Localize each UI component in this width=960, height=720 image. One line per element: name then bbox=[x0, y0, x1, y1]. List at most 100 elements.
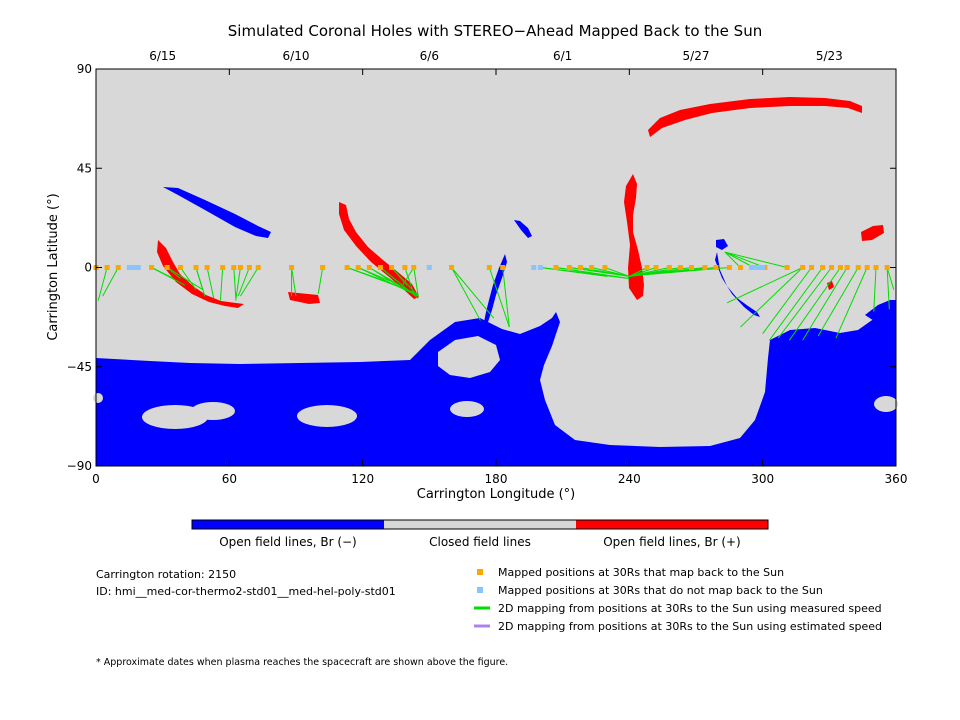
tilted-filament-positive bbox=[339, 202, 419, 299]
mapping-line bbox=[768, 267, 824, 341]
x-tick-label: 60 bbox=[222, 472, 237, 486]
mapped-marker bbox=[320, 265, 326, 270]
y-tick-label: 0 bbox=[84, 261, 92, 275]
mapping-line bbox=[369, 267, 401, 288]
mapping-line bbox=[291, 267, 297, 297]
mapped-marker bbox=[246, 265, 252, 270]
mapped-marker bbox=[809, 265, 815, 270]
legend-swatch bbox=[477, 587, 483, 593]
mapped-marker bbox=[577, 265, 583, 270]
mapped-markers bbox=[93, 265, 890, 270]
chart-title: Simulated Coronal Holes with STEREO−Ahea… bbox=[228, 22, 762, 40]
central-filament-positive bbox=[624, 174, 644, 300]
axes: 0 60 120 180 240 300 360 90 45 0 −45 −90 bbox=[67, 62, 908, 486]
mapping-line bbox=[451, 267, 481, 321]
mapped-marker bbox=[486, 265, 492, 270]
mapped-marker bbox=[820, 265, 826, 270]
mapped-marker bbox=[884, 265, 890, 270]
mapped-marker bbox=[566, 265, 572, 270]
mapping-line bbox=[97, 267, 108, 301]
mapping-line bbox=[788, 267, 841, 341]
mapping-line bbox=[102, 267, 119, 297]
mapped-marker bbox=[237, 265, 243, 270]
mapped-marker bbox=[864, 265, 870, 270]
mapped-marker bbox=[837, 265, 843, 270]
eastern-patch-positive bbox=[861, 225, 884, 241]
mapping-line bbox=[380, 267, 406, 288]
y-tick-label: −90 bbox=[67, 459, 92, 473]
x-tick-label: 300 bbox=[751, 472, 774, 486]
model-id: ID: hmi__med-cor-thermo2-std01__med-hel-… bbox=[96, 585, 396, 598]
island-5 bbox=[874, 396, 898, 412]
mapped-marker bbox=[500, 265, 506, 270]
mapping-line bbox=[166, 267, 203, 290]
mapping-line bbox=[206, 267, 215, 299]
mapping-line bbox=[233, 267, 237, 301]
date-tick-label: 6/6 bbox=[420, 49, 439, 63]
mapping-line bbox=[835, 267, 868, 339]
mapped-marker bbox=[164, 265, 170, 270]
mapped-marker bbox=[737, 265, 743, 270]
mapped-marker bbox=[449, 265, 455, 270]
mapped-marker bbox=[220, 265, 226, 270]
unmapped-marker bbox=[531, 265, 537, 270]
mapping-line bbox=[726, 267, 803, 304]
mapping-line bbox=[886, 267, 895, 290]
open-negative-regions bbox=[96, 187, 896, 466]
colorbar-closed bbox=[384, 520, 576, 529]
unmapped-marker bbox=[751, 265, 757, 270]
mapping-line bbox=[317, 267, 324, 295]
y-axis-label: Carrington Latitude (°) bbox=[46, 193, 61, 340]
mapping-line bbox=[413, 267, 419, 297]
mapped-marker bbox=[149, 265, 155, 270]
mapped-marker bbox=[602, 265, 608, 270]
island-4 bbox=[450, 401, 484, 417]
mapping-line bbox=[402, 267, 415, 286]
equatorial-filament-negative bbox=[484, 254, 507, 322]
date-tick-label: 6/15 bbox=[149, 49, 176, 63]
mapped-marker bbox=[644, 265, 650, 270]
date-tick-label: 6/10 bbox=[283, 49, 310, 63]
colorbar-right-label: Open field lines, Br (+) bbox=[603, 535, 741, 549]
x-tick-label: 0 bbox=[92, 472, 100, 486]
y-tick-label: −45 bbox=[67, 360, 92, 374]
mapping-line bbox=[451, 267, 495, 319]
mapping-lines bbox=[95, 251, 895, 341]
colorbar-left-label: Open field lines, Br (−) bbox=[219, 535, 357, 549]
x-tick-label: 240 bbox=[618, 472, 641, 486]
colorbar-frame bbox=[191, 519, 769, 530]
mapped-marker bbox=[377, 265, 383, 270]
mapped-marker bbox=[204, 265, 210, 270]
island-6 bbox=[93, 393, 103, 403]
legend-label: Mapped positions at 30Rs that do not map… bbox=[498, 584, 823, 597]
x-tick-label: 120 bbox=[351, 472, 374, 486]
unmapped-marker bbox=[426, 265, 432, 270]
mapped-marker bbox=[844, 265, 850, 270]
date-tick-label: 5/27 bbox=[683, 49, 710, 63]
colorbar: Open field lines, Br (−) Closed field li… bbox=[191, 519, 769, 549]
y-tick-label: 90 bbox=[77, 62, 92, 76]
mapping-line bbox=[724, 251, 741, 268]
unmapped-marker bbox=[537, 265, 543, 270]
mapping-line bbox=[762, 267, 812, 334]
legend-label: 2D mapping from positions at 30Rs to the… bbox=[498, 620, 882, 633]
mapping-line bbox=[817, 267, 859, 337]
small-blob-negative bbox=[514, 220, 532, 238]
mapping-line bbox=[555, 267, 612, 277]
legend-label: 2D mapping from positions at 30Rs to the… bbox=[498, 602, 882, 615]
mapped-marker bbox=[402, 265, 408, 270]
mapped-marker bbox=[231, 265, 237, 270]
y-tick-label: 45 bbox=[77, 161, 92, 175]
island-3 bbox=[297, 405, 357, 427]
mapping-line bbox=[180, 267, 197, 290]
mapping-line bbox=[740, 267, 804, 328]
east-limb-patch-negative bbox=[865, 300, 896, 326]
meridian-patch-negative bbox=[716, 239, 728, 250]
mapping-line bbox=[777, 267, 832, 339]
mapping-line bbox=[488, 267, 510, 328]
mapping-line bbox=[237, 267, 250, 297]
mapped-marker bbox=[366, 265, 372, 270]
mapping-line bbox=[540, 267, 608, 277]
mapped-marker bbox=[104, 265, 110, 270]
